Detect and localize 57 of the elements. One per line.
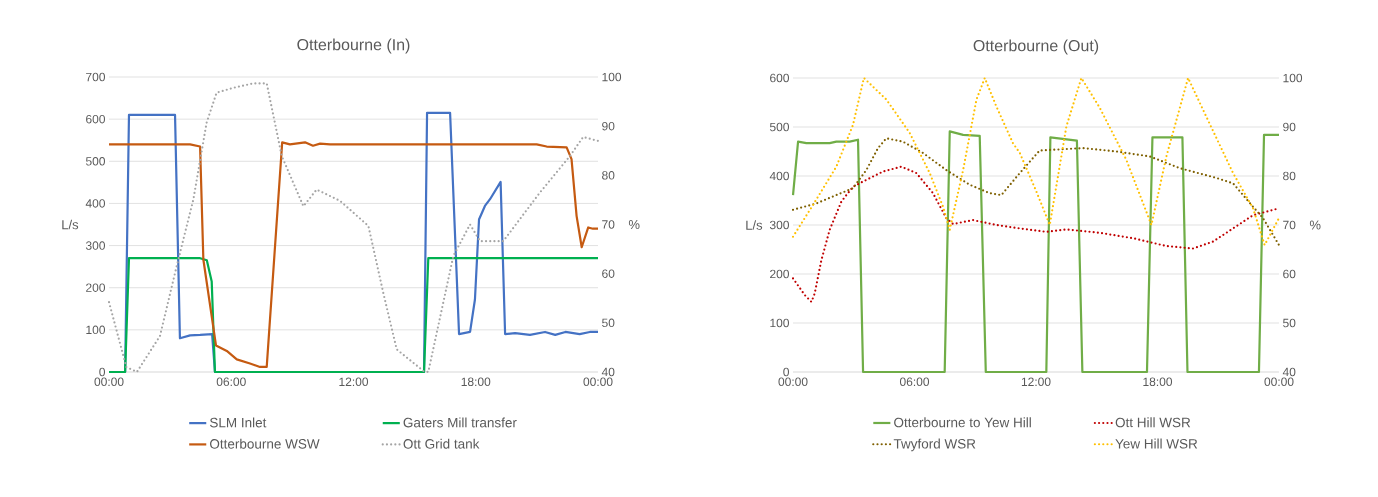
- line-series: [107, 257, 600, 374]
- y2-axis-title: %: [628, 219, 640, 230]
- y-tick-label: 100: [770, 318, 790, 328]
- x-tick-label: 00:00: [583, 377, 613, 387]
- y-tick-label: 0: [783, 367, 790, 377]
- x-tick-label: 06:00: [216, 377, 246, 387]
- y-tick-label: 300: [769, 220, 790, 230]
- x-tick-label: 12:00: [339, 377, 369, 387]
- y2-tick-label: 70: [1283, 220, 1296, 230]
- y-axis-title: L/s: [62, 219, 79, 230]
- legend-label: Otterbourne WSW: [210, 438, 320, 449]
- y-tick-label: 100: [86, 325, 106, 335]
- y-tick-label: 200: [86, 283, 106, 292]
- line-series: [791, 130, 1281, 374]
- y2-tick-label: 50: [1283, 318, 1296, 328]
- y2-tick-label: 80: [1283, 171, 1296, 181]
- chart-title: Otterbourne (Out): [973, 39, 1099, 55]
- y-tick-label: 500: [85, 157, 106, 166]
- y2-tick-label: 90: [1283, 122, 1296, 132]
- y2-tick-label: 100: [602, 72, 622, 82]
- line-series: [791, 137, 1281, 247]
- y-tick-label: 300: [85, 241, 106, 250]
- x-tick-label: 18:00: [461, 377, 491, 387]
- y2-axis-title: %: [1309, 220, 1321, 230]
- y-tick-label: 600: [86, 114, 106, 124]
- y-tick-label: 600: [770, 73, 790, 83]
- line-series: [791, 76, 1281, 247]
- legend-label: SLM Inlet: [209, 417, 267, 428]
- legend-label: Otterbourne to Yew Hill: [894, 417, 1031, 428]
- x-tick-label: 00:00: [778, 377, 808, 387]
- legend-label: Ott Hill WSR: [1115, 417, 1191, 428]
- y2-tick-label: 90: [602, 121, 615, 131]
- y2-tick-label: 60: [602, 269, 615, 278]
- x-tick-label: 12:00: [1021, 377, 1051, 387]
- x-tick-label: 00:00: [1264, 377, 1294, 387]
- y-tick-label: 0: [99, 367, 106, 377]
- y2-tick-label: 50: [602, 318, 615, 328]
- legend-label: Gaters Mill transfer: [403, 417, 517, 428]
- chart-title: Otterbourne (In): [297, 38, 410, 54]
- y2-tick-label: 80: [602, 171, 615, 180]
- y2-tick-label: 100: [1283, 73, 1303, 83]
- y2-tick-label: 40: [601, 367, 615, 377]
- y2-tick-label: 40: [1282, 367, 1296, 377]
- y-axis-title: L/s: [746, 220, 763, 230]
- y-tick-label: 400: [85, 199, 106, 208]
- y-tick-label: 700: [86, 72, 106, 82]
- legend-label: Twyford WSR: [893, 438, 976, 452]
- y-tick-label: 200: [770, 269, 790, 279]
- x-tick-label: 00:00: [94, 377, 124, 387]
- y2-tick-label: 60: [1283, 269, 1296, 279]
- legend-label: Ott Grid tank: [403, 438, 480, 449]
- y2-tick-label: 70: [602, 220, 615, 229]
- x-tick-label: 18:00: [1143, 377, 1173, 387]
- y-tick-label: 500: [769, 122, 790, 132]
- x-tick-label: 06:00: [899, 377, 930, 387]
- y-tick-label: 400: [769, 171, 790, 181]
- legend-label: Yew Hill WSR: [1115, 438, 1198, 449]
